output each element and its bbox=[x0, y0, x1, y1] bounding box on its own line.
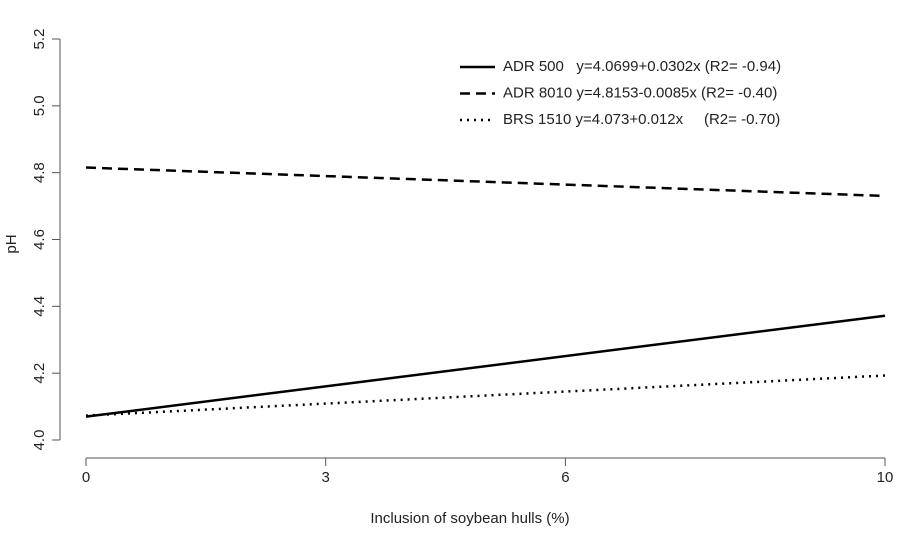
y-tick-label: 5.0 bbox=[31, 95, 48, 116]
x-tick-label: 3 bbox=[322, 469, 330, 486]
x-tick-label: 0 bbox=[82, 469, 90, 486]
y-tick-label: 5.2 bbox=[31, 29, 48, 50]
x-tick-label: 6 bbox=[561, 469, 569, 486]
y-tick-label: 4.0 bbox=[31, 430, 48, 451]
y-tick-label: 4.2 bbox=[31, 363, 48, 384]
y-tick-label: 4.8 bbox=[31, 162, 48, 183]
y-axis-label: pH bbox=[3, 234, 20, 253]
x-axis-label: Inclusion of soybean hulls (%) bbox=[370, 510, 569, 527]
legend-label: ADR 500 y=4.0699+0.0302x (R2= -0.94) bbox=[503, 58, 781, 75]
series-line bbox=[85, 314, 886, 418]
legend-label: ADR 8010 y=4.8153-0.0085x (R2= -0.40) bbox=[503, 84, 777, 101]
y-tick-label: 4.4 bbox=[31, 296, 48, 317]
series-line bbox=[85, 374, 886, 417]
legend-label: BRS 1510 y=4.073+0.012x (R2= -0.70) bbox=[503, 111, 780, 128]
series-line bbox=[85, 166, 886, 198]
y-tick-label: 4.6 bbox=[31, 229, 48, 250]
x-tick-label: 10 bbox=[877, 469, 894, 486]
